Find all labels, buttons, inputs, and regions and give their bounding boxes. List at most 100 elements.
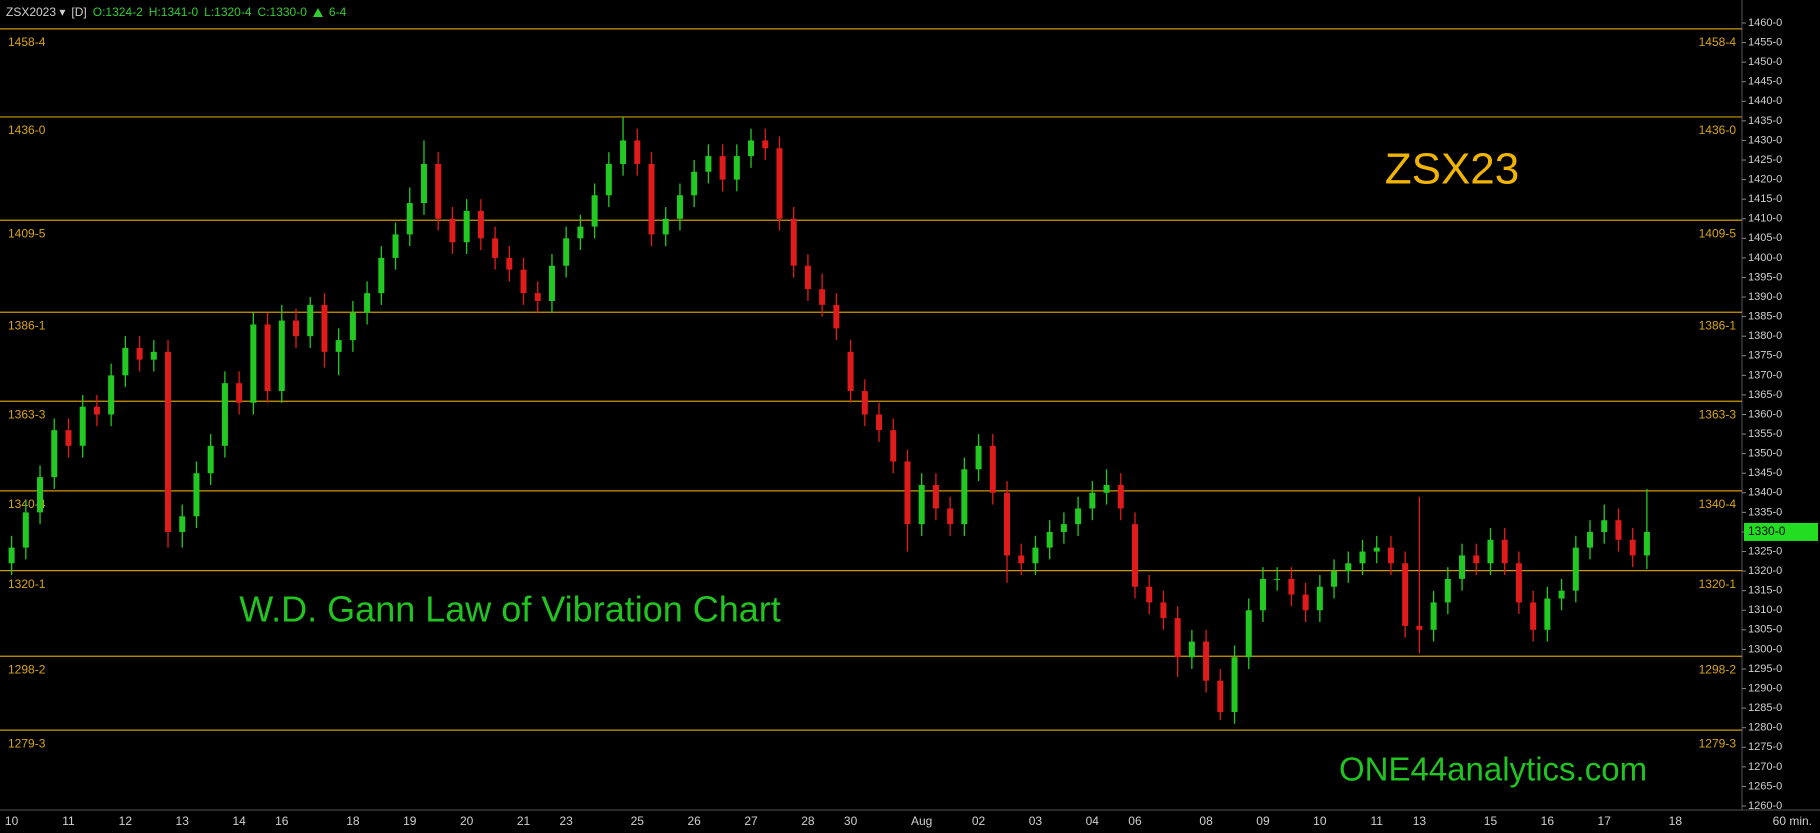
- candle-body: [776, 148, 783, 219]
- candle-body: [349, 312, 356, 341]
- candle-body: [1018, 555, 1025, 564]
- y-tick-label: 1325-0: [1748, 545, 1782, 557]
- x-tick-label: 30: [844, 814, 858, 828]
- candle-body: [136, 347, 143, 360]
- level-label-right: 1320-1: [1699, 577, 1737, 591]
- x-tick-label: 18: [1669, 814, 1683, 828]
- header-high: H:1341-0: [148, 5, 199, 19]
- candle-body: [904, 461, 911, 525]
- candle-body: [1544, 598, 1551, 630]
- candle-body: [307, 304, 314, 337]
- level-label-left: 1340-4: [8, 497, 46, 511]
- x-tick-label: 26: [687, 814, 701, 828]
- header: ZSX2023 ▾ [D] O:1324-2 H:1341-0 L:1320-4…: [6, 5, 346, 19]
- up-arrow: [312, 7, 323, 17]
- candle-body: [1075, 508, 1082, 525]
- candle-body: [378, 257, 385, 294]
- candle-body: [861, 391, 868, 415]
- x-tick-label: 17: [1598, 814, 1612, 828]
- x-tick-label: 06: [1128, 814, 1142, 828]
- y-tick-label: 1355-0: [1748, 428, 1782, 440]
- candle-body: [605, 163, 612, 196]
- candle-body: [193, 473, 200, 517]
- candle-body: [165, 351, 172, 532]
- candle-body: [1587, 531, 1594, 548]
- candle-body: [477, 210, 484, 239]
- y-tick-label: 1440-0: [1748, 95, 1782, 107]
- y-tick-label: 1375-0: [1748, 350, 1782, 362]
- y-tick-label: 1400-0: [1748, 252, 1782, 264]
- candle-body: [662, 218, 669, 235]
- candle-body: [108, 375, 115, 415]
- x-tick-label: 12: [119, 814, 133, 828]
- candle-body: [221, 383, 228, 446]
- x-tick-label: 13: [1413, 814, 1427, 828]
- y-tick-label: 1360-0: [1748, 408, 1782, 420]
- candle-body: [1387, 547, 1394, 564]
- y-tick-label: 1415-0: [1748, 193, 1782, 205]
- level-label-left: 1279-3: [8, 736, 46, 750]
- y-tick-label: 1425-0: [1748, 154, 1782, 166]
- level-label-right: 1363-3: [1699, 407, 1737, 421]
- level-label-left: 1320-1: [8, 577, 46, 591]
- y-tick-label: 1315-0: [1748, 585, 1782, 597]
- candle-body: [37, 477, 44, 513]
- candle-body: [961, 469, 968, 525]
- y-tick-label: 1295-0: [1748, 663, 1782, 675]
- x-tick-label: 27: [744, 814, 758, 828]
- candle-body: [1060, 524, 1067, 532]
- candle-body: [1515, 563, 1522, 603]
- candle-body: [591, 195, 598, 227]
- candle-body: [22, 512, 29, 548]
- candle-body: [520, 269, 527, 294]
- x-tick-label: 25: [631, 814, 645, 828]
- y-tick-label: 1370-0: [1748, 369, 1782, 381]
- x-tick-label: 28: [801, 814, 815, 828]
- candle-body: [1402, 563, 1409, 626]
- y-tick-label: 1430-0: [1748, 134, 1782, 146]
- candle-body: [1174, 618, 1181, 658]
- candle-body: [392, 234, 399, 258]
- y-tick-label: 1310-0: [1748, 604, 1782, 616]
- candle-body: [1487, 539, 1494, 564]
- candle-body: [1373, 547, 1380, 552]
- candle-body: [1558, 590, 1565, 599]
- y-tick-label: 1445-0: [1748, 76, 1782, 88]
- y-tick-label: 1420-0: [1748, 174, 1782, 186]
- candle-body: [648, 163, 655, 235]
- x-tick-label: 16: [1541, 814, 1555, 828]
- candle-body: [691, 171, 698, 196]
- candle-body: [762, 140, 769, 149]
- header-close: C:1330-0: [257, 5, 307, 19]
- y-tick-label: 1365-0: [1748, 389, 1782, 401]
- level-label-left: 1386-1: [8, 318, 46, 332]
- candle-body: [1188, 641, 1195, 658]
- y-tick-label: 1455-0: [1748, 36, 1782, 48]
- x-tick-label: 04: [1086, 814, 1100, 828]
- candle-body: [676, 195, 683, 219]
- candle-body: [1117, 484, 1124, 509]
- candle-body: [1288, 578, 1295, 595]
- y-tick-label: 1385-0: [1748, 311, 1782, 323]
- candle-body: [1572, 547, 1579, 591]
- candle-body: [876, 414, 883, 431]
- header-change: 6-4: [328, 5, 347, 19]
- y-tick-label: 1290-0: [1748, 682, 1782, 694]
- candle-body: [1146, 586, 1153, 603]
- candle-body: [293, 320, 299, 337]
- candle-body: [1302, 594, 1309, 611]
- candle-body: [748, 140, 755, 157]
- level-label-left: 1458-4: [8, 35, 46, 49]
- y-tick-label: 1395-0: [1748, 271, 1782, 283]
- candle-body: [947, 508, 954, 525]
- y-tick-label: 1435-0: [1748, 115, 1782, 127]
- header-open: O:1324-2: [92, 5, 143, 19]
- candle-body: [435, 163, 442, 219]
- level-label-right: 1340-4: [1699, 497, 1737, 511]
- x-tick-label: 18: [346, 814, 360, 828]
- candle-body: [1359, 551, 1366, 564]
- level-label-left: 1363-3: [8, 407, 46, 421]
- candle-body: [1103, 484, 1110, 493]
- x-tick-label: 14: [232, 814, 246, 828]
